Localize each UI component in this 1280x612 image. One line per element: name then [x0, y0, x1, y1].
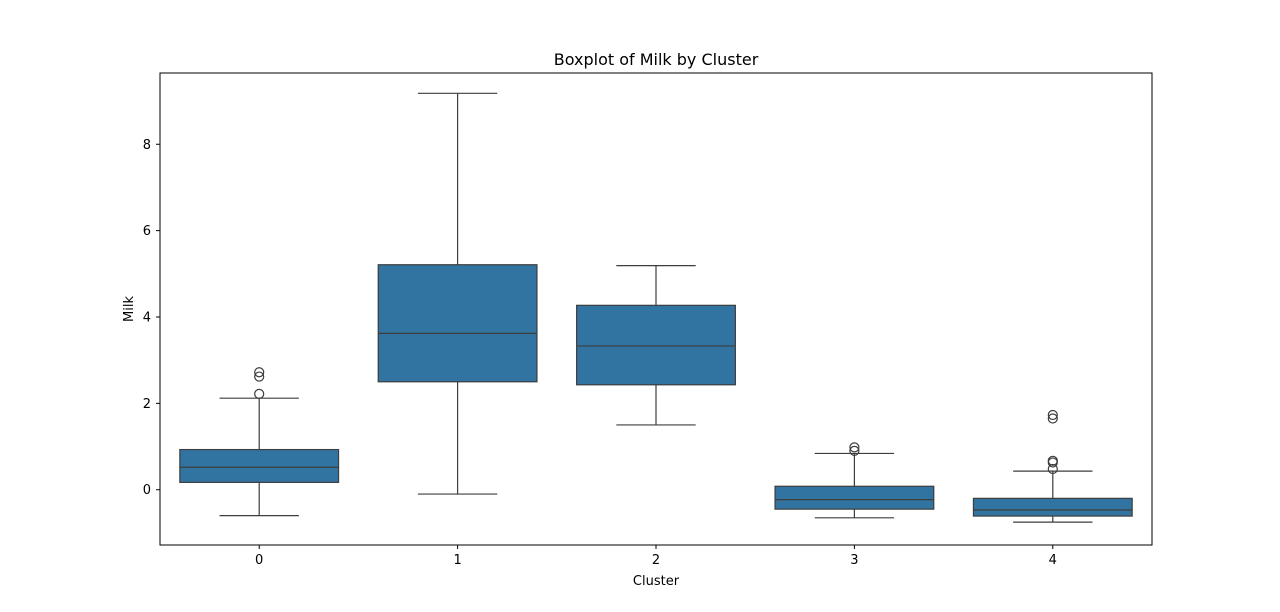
outlier-point [849, 445, 860, 456]
outlier-point [254, 388, 265, 399]
outlier-point [1047, 455, 1058, 466]
box-group-cluster-0 [179, 367, 340, 517]
iqr-box [377, 264, 538, 383]
outlier-point [1047, 409, 1058, 421]
x-axis: 0 1 2 3 4 [255, 545, 1057, 568]
outlier-point [254, 371, 265, 382]
outlier-point [1047, 413, 1058, 424]
outlier-point [254, 367, 265, 378]
iqr-box [774, 485, 935, 510]
iqr-box [972, 497, 1133, 517]
x-tick-label: 3 [850, 553, 858, 568]
plot-area [179, 92, 1133, 523]
box-group-cluster-4 [972, 409, 1133, 523]
x-tick-label: 2 [652, 553, 660, 568]
x-tick-label: 4 [1049, 553, 1057, 568]
y-tick-label: 2 [143, 397, 151, 412]
chart-title: Boxplot of Milk by Cluster [554, 50, 759, 69]
outlier-point [1047, 463, 1058, 475]
x-axis-title: Cluster [633, 574, 680, 589]
box-group-cluster-1 [377, 92, 538, 495]
y-axis: 0 2 4 6 8 [143, 138, 160, 498]
outlier-point [849, 442, 860, 453]
y-tick-label: 0 [143, 483, 151, 498]
y-tick-label: 6 [143, 224, 151, 239]
x-tick-label: 0 [255, 553, 263, 568]
iqr-box [576, 304, 736, 386]
y-tick-label: 8 [143, 138, 151, 153]
box-group-cluster-3 [774, 442, 935, 519]
y-axis-title: Milk [122, 296, 137, 322]
box-group-cluster-2 [576, 265, 736, 426]
x-tick-label: 1 [453, 553, 461, 568]
iqr-box [179, 448, 340, 483]
y-tick-label: 4 [143, 310, 151, 325]
